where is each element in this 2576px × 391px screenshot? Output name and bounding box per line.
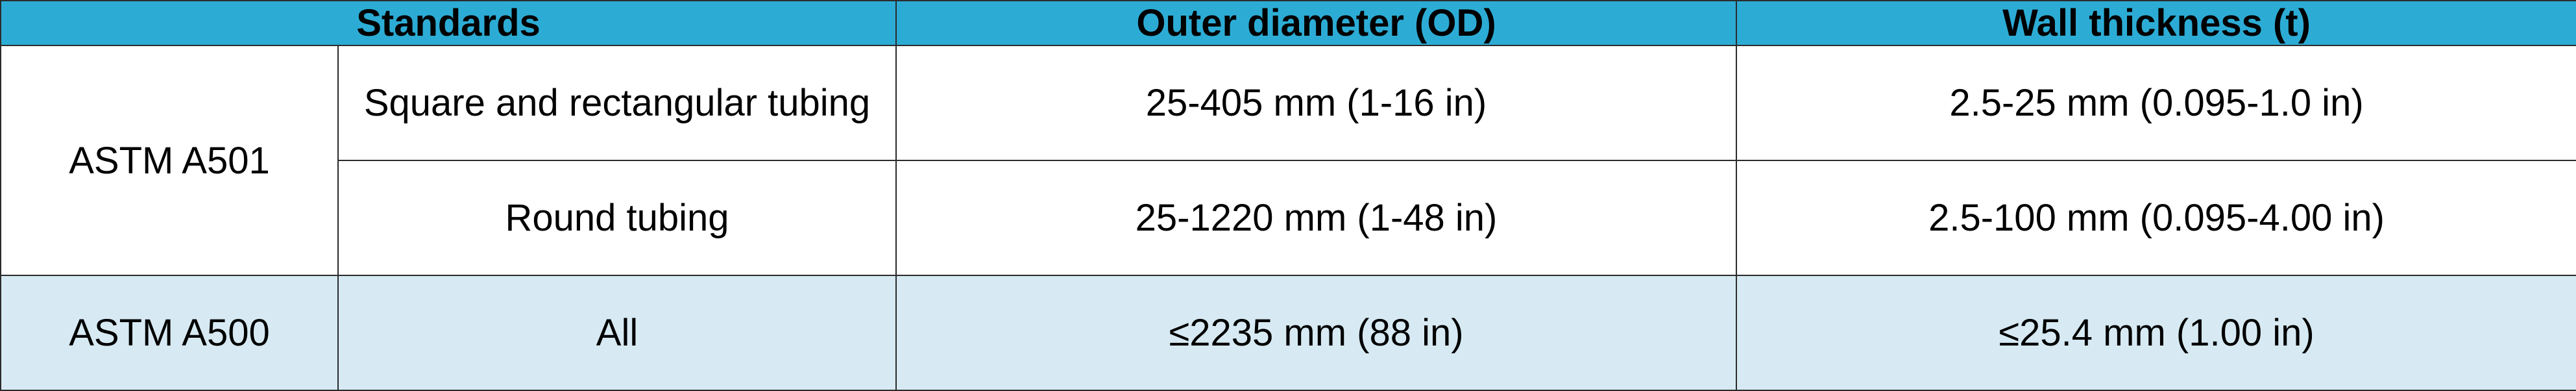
- table-header-row: Standards Outer diameter (OD) Wall thick…: [1, 1, 2576, 45]
- cell-outer-diameter: ≤2235 mm (88 in): [896, 275, 1736, 390]
- cell-wall-thickness: 2.5-100 mm (0.095-4.00 in): [1736, 160, 2576, 275]
- table-row: ASTM A501 Square and rectangular tubing …: [1, 45, 2576, 160]
- col-header-outer-diameter: Outer diameter (OD): [896, 1, 1736, 45]
- cell-type: Square and rectangular tubing: [338, 45, 896, 160]
- cell-standard-a501: ASTM A501: [1, 45, 338, 275]
- cell-type: Round tubing: [338, 160, 896, 275]
- cell-outer-diameter: 25-405 mm (1-16 in): [896, 45, 1736, 160]
- cell-type: All: [338, 275, 896, 390]
- col-header-wall-thickness: Wall thickness (t): [1736, 1, 2576, 45]
- col-header-standards: Standards: [1, 1, 896, 45]
- cell-wall-thickness: 2.5-25 mm (0.095-1.0 in): [1736, 45, 2576, 160]
- table-row: ASTM A500 All ≤2235 mm (88 in) ≤25.4 mm …: [1, 275, 2576, 390]
- cell-wall-thickness: ≤25.4 mm (1.00 in): [1736, 275, 2576, 390]
- cell-standard-a500: ASTM A500: [1, 275, 338, 390]
- table-row: Round tubing 25-1220 mm (1-48 in) 2.5-10…: [1, 160, 2576, 275]
- table-wrapper: Botop Steel Botop Steel Botop Steel Boto…: [0, 0, 2576, 391]
- specs-table: Standards Outer diameter (OD) Wall thick…: [0, 0, 2576, 391]
- cell-outer-diameter: 25-1220 mm (1-48 in): [896, 160, 1736, 275]
